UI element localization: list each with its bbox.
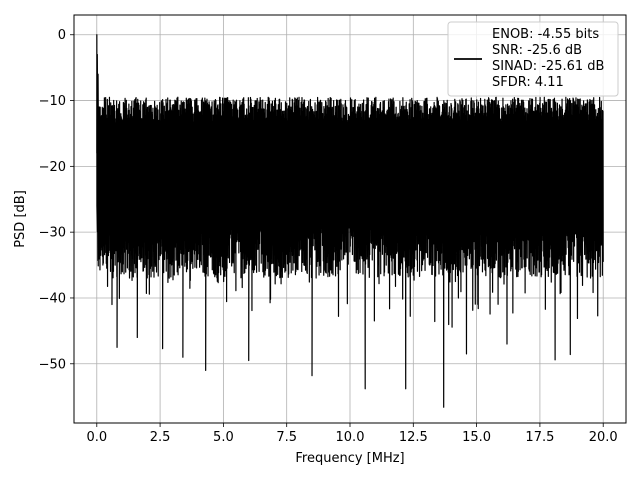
x-axis-label: Frequency [MHz] bbox=[295, 451, 404, 466]
legend-entry-sfdr: SFDR: 4.11 bbox=[492, 75, 564, 90]
y-tick-label: −10 bbox=[39, 94, 66, 109]
y-axis-label: PSD [dB] bbox=[13, 190, 28, 248]
x-tick-label: 2.5 bbox=[150, 430, 171, 445]
legend-entry-snr: SNR: -25.6 dB bbox=[492, 43, 582, 58]
y-tick-label: −40 bbox=[39, 291, 66, 306]
x-tick-label: 15.0 bbox=[462, 430, 491, 445]
x-tick-label: 20.0 bbox=[589, 430, 618, 445]
legend-box bbox=[447, 21, 619, 97]
y-tick-label: −50 bbox=[39, 357, 66, 372]
y-tick-label: 0 bbox=[58, 28, 66, 43]
y-tick-label: −30 bbox=[39, 226, 66, 241]
x-tick-label: 17.5 bbox=[525, 430, 554, 445]
series-layer bbox=[96, 34, 604, 408]
x-tick-label: 0.0 bbox=[86, 430, 107, 445]
ticks: 0.0 2.5 5.0 7.5 10.0 12.5 15.0 17.5 20.0 0 −10 −20 −… bbox=[39, 28, 618, 445]
x-tick-label: 5.0 bbox=[213, 430, 234, 445]
legend-entry-enob: ENOB: -4.55 bits bbox=[492, 27, 599, 42]
y-tick-label: −20 bbox=[39, 160, 66, 175]
legend: ENOB: -4.55 bits SNR: -25.6 dB SINAD: -2… bbox=[447, 21, 619, 97]
x-tick-label: 12.5 bbox=[399, 430, 428, 445]
psd-series-line bbox=[96, 34, 604, 408]
x-tick-label: 7.5 bbox=[276, 430, 297, 445]
legend-entry-sinad: SINAD: -25.61 dB bbox=[492, 59, 604, 74]
x-tick-label: 10.0 bbox=[336, 430, 365, 445]
